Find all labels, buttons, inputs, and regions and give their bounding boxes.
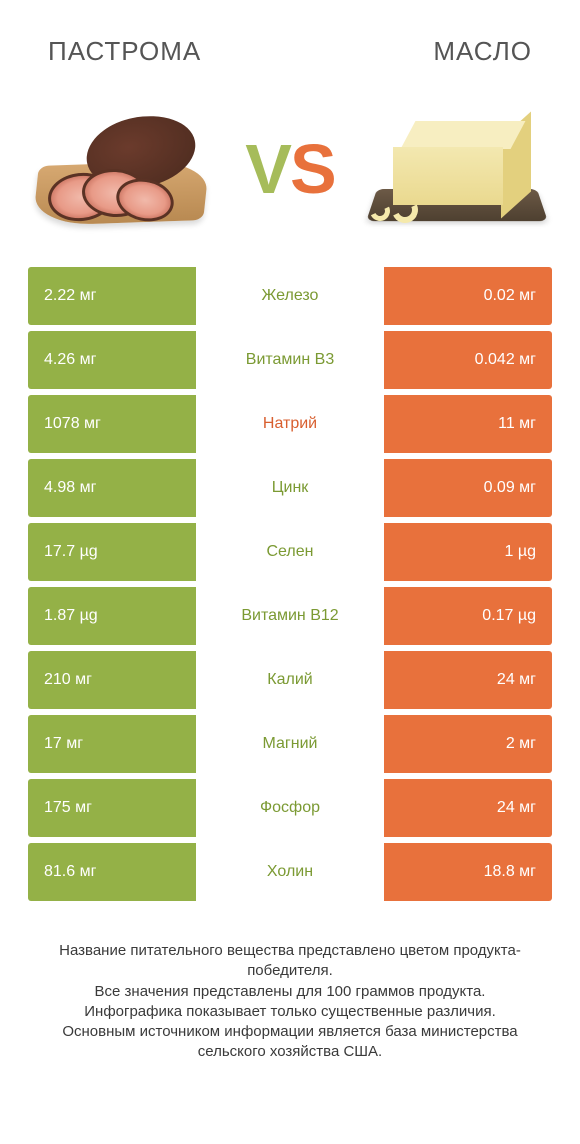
nutrient-name: Фосфор [196,779,384,837]
nutrient-name: Витамин B12 [196,587,384,645]
nutrient-name: Холин [196,843,384,901]
nutrient-row: 17.7 µgСелен1 µg [28,523,552,581]
nutrient-right-value: 0.042 мг [384,331,552,389]
pastrami-illustration [28,99,218,239]
nutrient-left-value: 1078 мг [28,395,196,453]
nutrient-row: 81.6 мгХолин18.8 мг [28,843,552,901]
footnote-line: Все значения представлены для 100 граммо… [34,982,546,1002]
nutrient-name: Цинк [196,459,384,517]
nutrient-name: Натрий [196,395,384,453]
nutrient-left-value: 210 мг [28,651,196,709]
nutrient-row: 17 мгМагний2 мг [28,715,552,773]
nutrient-right-value: 0.17 µg [384,587,552,645]
nutrient-row: 210 мгКалий24 мг [28,651,552,709]
nutrient-left-value: 81.6 мг [28,843,196,901]
vs-s: S [290,130,335,208]
butter-illustration [362,99,552,239]
nutrient-name: Железо [196,267,384,325]
nutrient-name: Магний [196,715,384,773]
nutrient-table: 2.22 мгЖелезо0.02 мг4.26 мгВитамин B30.0… [0,267,580,901]
hero-row: VS [0,91,580,267]
nutrient-right-value: 0.09 мг [384,459,552,517]
nutrient-right-value: 24 мг [384,779,552,837]
footnote-line: Основным источником информации является … [34,1022,546,1063]
nutrient-row: 1.87 µgВитамин B120.17 µg [28,587,552,645]
nutrient-left-value: 17.7 µg [28,523,196,581]
nutrient-right-value: 0.02 мг [384,267,552,325]
vs-v: V [245,130,290,208]
nutrient-left-value: 4.98 мг [28,459,196,517]
nutrient-right-value: 11 мг [384,395,552,453]
nutrient-right-value: 1 µg [384,523,552,581]
nutrient-left-value: 17 мг [28,715,196,773]
nutrient-right-value: 2 мг [384,715,552,773]
nutrient-left-value: 175 мг [28,779,196,837]
left-product-title: ПАСТРОМА [48,36,201,67]
nutrient-name: Витамин B3 [196,331,384,389]
nutrient-left-value: 4.26 мг [28,331,196,389]
right-product-title: МАСЛО [433,36,532,67]
footnote-line: Название питательного вещества представл… [34,941,546,982]
nutrient-row: 2.22 мгЖелезо0.02 мг [28,267,552,325]
nutrient-name: Калий [196,651,384,709]
nutrient-left-value: 2.22 мг [28,267,196,325]
nutrient-row: 4.98 мгЦинк0.09 мг [28,459,552,517]
nutrient-right-value: 18.8 мг [384,843,552,901]
nutrient-row: 4.26 мгВитамин B30.042 мг [28,331,552,389]
vs-label: VS [245,134,334,204]
nutrient-right-value: 24 мг [384,651,552,709]
nutrient-row: 175 мгФосфор24 мг [28,779,552,837]
nutrient-left-value: 1.87 µg [28,587,196,645]
footnote: Название питательного вещества представл… [0,907,580,1063]
nutrient-row: 1078 мгНатрий11 мг [28,395,552,453]
nutrient-name: Селен [196,523,384,581]
footnote-line: Инфографика показывает только существенн… [34,1002,546,1022]
